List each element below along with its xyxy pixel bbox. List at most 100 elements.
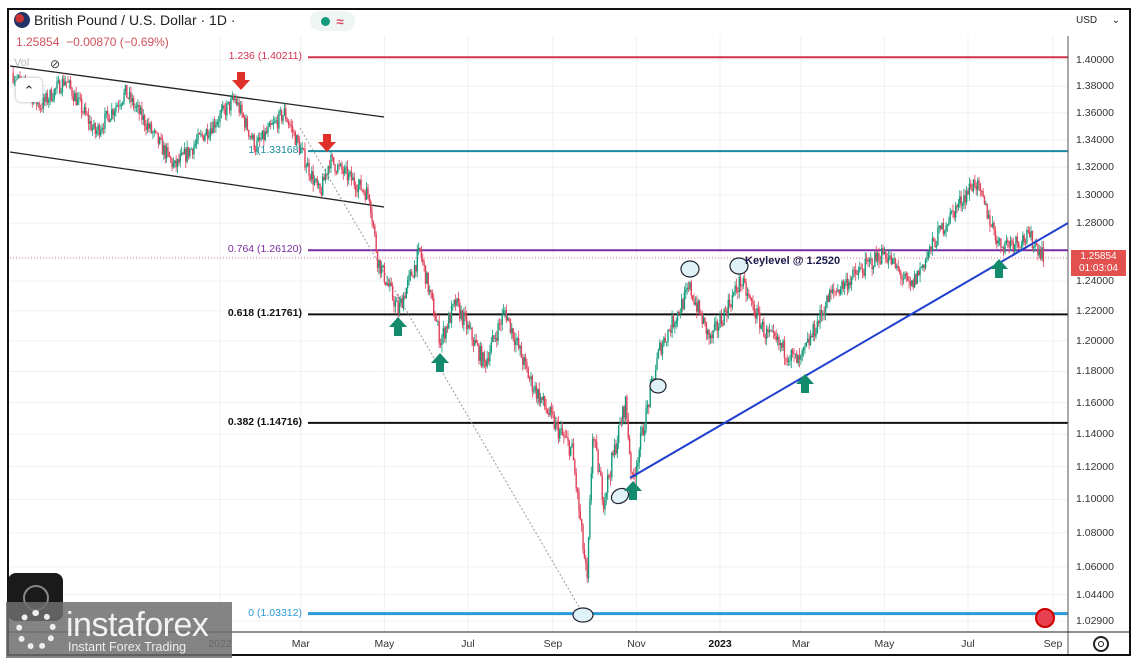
market-status[interactable]: ≈: [310, 11, 355, 31]
candle-body: [741, 285, 743, 287]
candle-body: [576, 488, 579, 492]
candle-body: [626, 396, 628, 420]
candle-body: [57, 80, 60, 83]
candle-body: [182, 152, 184, 155]
candle-body: [246, 118, 249, 131]
candle-body: [831, 289, 834, 293]
candle-body: [65, 81, 68, 83]
candle-body: [875, 252, 877, 261]
settings-icon[interactable]: [1093, 636, 1109, 652]
candle-body: [937, 227, 939, 246]
candle-body: [620, 423, 623, 424]
candle-body: [139, 107, 142, 115]
candle-body: [834, 291, 836, 293]
candle-body: [770, 330, 772, 332]
candle-body: [619, 423, 621, 425]
candle-body: [165, 147, 168, 159]
candle-body: [928, 246, 931, 252]
price-tick: 1.16000: [1076, 396, 1114, 409]
candle-body: [479, 346, 481, 361]
candle-body: [864, 258, 866, 276]
watermark-tagline: Instant Forex Trading: [68, 640, 187, 654]
candle-body: [365, 187, 368, 200]
candle-body: [441, 337, 443, 346]
arrow-up-icon: [796, 374, 814, 393]
candle-body: [116, 105, 118, 107]
candle-body: [686, 287, 688, 290]
candle-body: [702, 317, 705, 324]
candle-body: [794, 353, 797, 355]
candle-body: [87, 114, 90, 124]
candle-body: [502, 310, 505, 315]
candle-body: [96, 130, 98, 134]
candle-body: [882, 248, 884, 255]
candle-body: [849, 282, 851, 285]
candle-body: [187, 147, 190, 157]
candle-body: [253, 134, 255, 150]
candle-body: [830, 290, 832, 293]
candle-body: [572, 443, 575, 461]
candle-body: [371, 213, 373, 222]
candle-body: [585, 558, 587, 564]
candle-body: [583, 549, 586, 559]
candle-body: [1012, 241, 1014, 250]
candle-body: [279, 110, 281, 112]
candle-body: [90, 121, 92, 131]
candle-body: [126, 84, 128, 98]
candle-body: [1019, 246, 1021, 248]
candle-body: [823, 312, 825, 316]
candle-body: [656, 357, 658, 371]
candle-body: [978, 180, 980, 184]
candle-body: [744, 278, 746, 283]
candle-body: [328, 166, 331, 169]
price-tick: 1.20000: [1076, 334, 1114, 347]
candle-body: [474, 339, 476, 346]
candle-body: [478, 344, 480, 361]
candle-body: [468, 324, 471, 329]
candle-body: [334, 164, 336, 172]
candle-body: [611, 452, 613, 478]
candle-body: [294, 132, 297, 146]
candle-body: [454, 299, 457, 306]
candle-body: [148, 123, 150, 129]
candle-body: [933, 238, 935, 241]
candle-body: [206, 129, 209, 139]
candle-body: [905, 273, 908, 276]
candle-body: [1035, 243, 1038, 245]
ellipse-marker: [610, 487, 630, 505]
candle-body: [282, 115, 284, 121]
candle-body: [657, 349, 660, 358]
currency-label: USD: [1076, 14, 1098, 26]
gbp-usd-flag-icon: [14, 12, 30, 28]
candle-body: [517, 338, 520, 349]
candle-body: [108, 114, 110, 123]
candle-body: [291, 126, 294, 133]
candle-body: [370, 201, 372, 214]
candle-body: [471, 327, 473, 340]
candle-body: [175, 160, 177, 168]
currency-selector[interactable]: USD ⌄: [1072, 10, 1124, 30]
candle-body: [467, 324, 469, 330]
candle-body: [1027, 230, 1029, 232]
hidden-eye-icon[interactable]: ⊘: [50, 57, 61, 71]
candle-body: [1011, 240, 1013, 242]
candle-body: [494, 337, 497, 339]
candle-body: [961, 204, 964, 206]
candle-body: [286, 119, 288, 122]
symbol-header[interactable]: British Pound / U.S. Dollar · 1D ·: [14, 12, 236, 28]
candle-body: [687, 287, 690, 289]
candle-body: [1009, 240, 1012, 248]
collapse-chevron-icon[interactable]: ⌃: [16, 78, 42, 102]
candle-body: [685, 289, 687, 293]
candle-body: [63, 78, 65, 86]
candle-body: [538, 389, 540, 404]
candle-body: [248, 130, 250, 137]
candle-body: [728, 299, 731, 306]
candle-body: [401, 298, 403, 309]
candle-body: [460, 310, 462, 319]
candle-body: [191, 148, 194, 155]
candle-body: [654, 370, 657, 380]
candle-body: [679, 312, 682, 314]
price-tick: 1.06000: [1076, 560, 1114, 573]
